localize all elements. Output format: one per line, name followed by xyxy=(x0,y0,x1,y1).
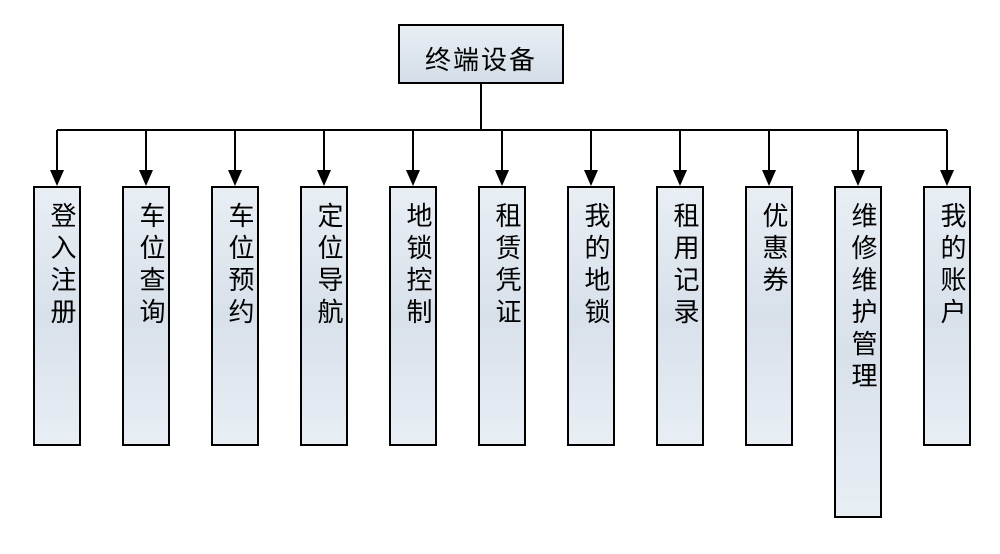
child-label: 定位导航 xyxy=(302,188,346,344)
child-node-my-account: 我的账户 xyxy=(923,186,971,446)
diagram-container: 终端设备 登入注册 车位查询 车位预约 定位导航 地锁控制 租赁凭证 我的地锁 租用记录 优惠券… xyxy=(0,0,1000,554)
root-label: 终端设备 xyxy=(400,26,562,91)
child-label: 优惠券 xyxy=(747,188,791,312)
child-node-locate-nav: 定位导航 xyxy=(300,186,348,446)
child-label: 登入注册 xyxy=(35,188,79,344)
child-label: 地锁控制 xyxy=(391,188,435,344)
child-node-my-lock: 我的地锁 xyxy=(567,186,615,446)
child-label: 维修维护管理 xyxy=(836,188,880,408)
child-node-coupon: 优惠券 xyxy=(745,186,793,446)
child-node-lease-voucher: 租赁凭证 xyxy=(478,186,526,446)
child-node-maintenance: 维修维护管理 xyxy=(834,186,882,518)
root-node: 终端设备 xyxy=(398,24,564,84)
child-label: 租用记录 xyxy=(658,188,702,344)
child-label: 我的地锁 xyxy=(569,188,613,344)
child-label: 车位预约 xyxy=(213,188,257,344)
child-label: 车位查询 xyxy=(124,188,168,344)
child-node-rent-record: 租用记录 xyxy=(656,186,704,446)
child-node-login-register: 登入注册 xyxy=(33,186,81,446)
child-node-spot-reserve: 车位预约 xyxy=(211,186,259,446)
child-node-lock-control: 地锁控制 xyxy=(389,186,437,446)
child-label: 租赁凭证 xyxy=(480,188,524,344)
child-label: 我的账户 xyxy=(925,188,969,344)
child-node-spot-query: 车位查询 xyxy=(122,186,170,446)
